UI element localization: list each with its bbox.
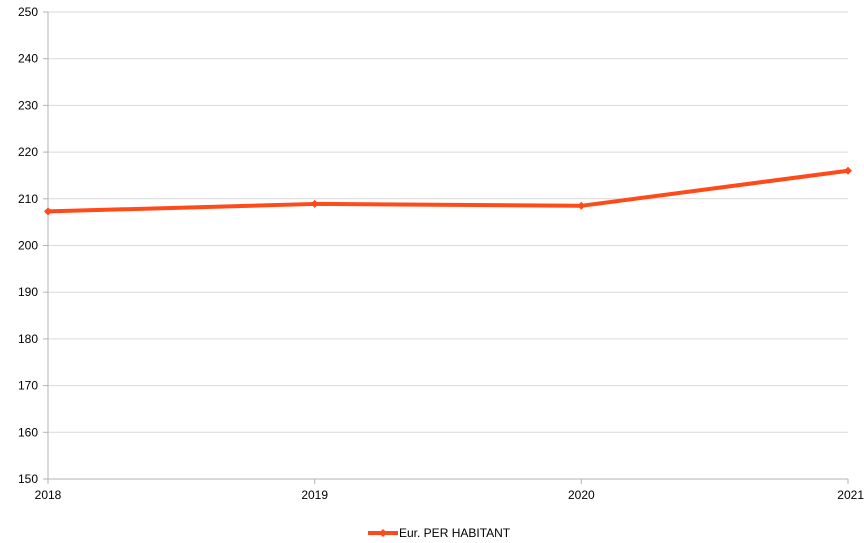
x-tick-label: 2018 bbox=[35, 488, 62, 502]
x-tick-labels: 2018 2019 2020 2021 bbox=[35, 488, 864, 502]
series-line bbox=[46, 168, 850, 214]
legend: Eur. PER HABITANT bbox=[368, 526, 511, 540]
data-point bbox=[310, 199, 319, 208]
axes bbox=[47, 12, 848, 480]
gridlines bbox=[43, 11, 849, 484]
y-tick-label: 180 bbox=[18, 332, 38, 346]
x-tick-label: 2020 bbox=[568, 488, 595, 502]
data-point bbox=[844, 166, 852, 175]
legend-marker-swatch bbox=[379, 529, 387, 537]
y-tick-label: 150 bbox=[18, 472, 38, 486]
y-tick-label: 230 bbox=[18, 98, 38, 112]
data-point bbox=[577, 201, 586, 210]
y-tick-labels: 150 160 170 180 190 200 210 220 230 240 250 bbox=[18, 5, 38, 486]
y-tick-label: 200 bbox=[18, 239, 38, 253]
y-tick-label: 220 bbox=[18, 145, 38, 159]
y-tick-label: 210 bbox=[18, 192, 38, 206]
y-tick-label: 170 bbox=[18, 379, 38, 393]
y-tick-label: 240 bbox=[18, 52, 38, 66]
legend-label: Eur. PER HABITANT bbox=[399, 526, 511, 540]
data-point bbox=[44, 207, 52, 216]
y-tick-label: 160 bbox=[18, 425, 38, 439]
y-tick-label: 250 bbox=[18, 5, 38, 19]
x-tick-label: 2019 bbox=[301, 488, 328, 502]
y-tick-label: 190 bbox=[18, 285, 38, 299]
series-group bbox=[44, 166, 852, 216]
x-tick-label: 2021 bbox=[837, 488, 864, 502]
